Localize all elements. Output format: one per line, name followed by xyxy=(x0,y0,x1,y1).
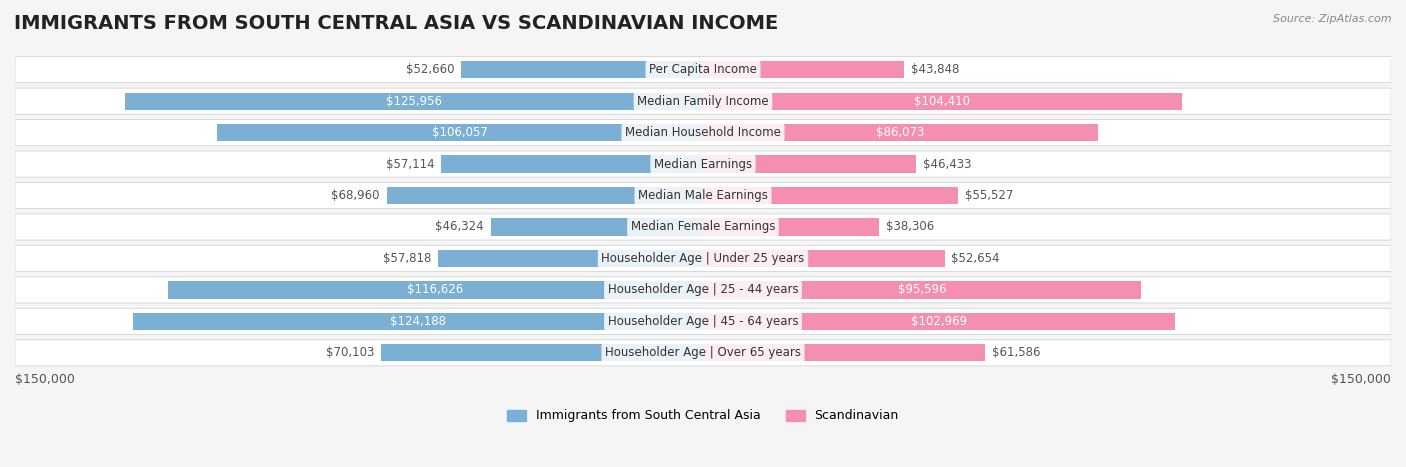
Bar xyxy=(703,156,915,173)
Text: $124,188: $124,188 xyxy=(391,315,446,328)
Text: Median Earnings: Median Earnings xyxy=(654,157,752,170)
FancyBboxPatch shape xyxy=(15,183,1391,209)
Bar xyxy=(441,156,703,173)
Bar xyxy=(703,250,945,267)
Bar xyxy=(169,281,703,298)
Text: IMMIGRANTS FROM SOUTH CENTRAL ASIA VS SCANDINAVIAN INCOME: IMMIGRANTS FROM SOUTH CENTRAL ASIA VS SC… xyxy=(14,14,779,33)
Text: $57,818: $57,818 xyxy=(382,252,430,265)
Bar xyxy=(703,61,904,78)
Text: Source: ZipAtlas.com: Source: ZipAtlas.com xyxy=(1274,14,1392,24)
Bar xyxy=(125,92,703,110)
Text: Median Household Income: Median Household Income xyxy=(626,126,780,139)
Bar xyxy=(703,124,1098,142)
Text: $86,073: $86,073 xyxy=(876,126,925,139)
Text: $46,433: $46,433 xyxy=(922,157,972,170)
Text: Median Family Income: Median Family Income xyxy=(637,95,769,108)
FancyBboxPatch shape xyxy=(15,88,1391,114)
Text: $106,057: $106,057 xyxy=(432,126,488,139)
Text: Householder Age | 45 - 64 years: Householder Age | 45 - 64 years xyxy=(607,315,799,328)
Text: $52,654: $52,654 xyxy=(952,252,1000,265)
Text: $116,626: $116,626 xyxy=(408,283,464,297)
Bar xyxy=(387,187,703,204)
Bar xyxy=(461,61,703,78)
Bar xyxy=(703,187,957,204)
Bar xyxy=(703,92,1182,110)
Text: Per Capita Income: Per Capita Income xyxy=(650,63,756,76)
Text: $102,969: $102,969 xyxy=(911,315,967,328)
Bar xyxy=(134,313,703,330)
Legend: Immigrants from South Central Asia, Scandinavian: Immigrants from South Central Asia, Scan… xyxy=(502,404,904,427)
FancyBboxPatch shape xyxy=(15,245,1391,271)
Text: Householder Age | 25 - 44 years: Householder Age | 25 - 44 years xyxy=(607,283,799,297)
FancyBboxPatch shape xyxy=(15,57,1391,83)
Text: $104,410: $104,410 xyxy=(914,95,970,108)
Bar xyxy=(437,250,703,267)
Text: $61,586: $61,586 xyxy=(993,347,1040,359)
Text: $43,848: $43,848 xyxy=(911,63,959,76)
Text: Median Male Earnings: Median Male Earnings xyxy=(638,189,768,202)
FancyBboxPatch shape xyxy=(15,340,1391,366)
FancyBboxPatch shape xyxy=(15,151,1391,177)
Text: $55,527: $55,527 xyxy=(965,189,1012,202)
Text: Householder Age | Over 65 years: Householder Age | Over 65 years xyxy=(605,347,801,359)
Text: $38,306: $38,306 xyxy=(886,220,934,234)
Text: $125,956: $125,956 xyxy=(387,95,441,108)
Bar xyxy=(491,219,703,236)
Text: $70,103: $70,103 xyxy=(326,347,374,359)
Bar xyxy=(703,313,1175,330)
Text: $150,000: $150,000 xyxy=(15,373,75,386)
Bar xyxy=(217,124,703,142)
Text: $46,324: $46,324 xyxy=(434,220,484,234)
Text: $52,660: $52,660 xyxy=(406,63,454,76)
FancyBboxPatch shape xyxy=(15,308,1391,334)
Text: $150,000: $150,000 xyxy=(1331,373,1391,386)
FancyBboxPatch shape xyxy=(15,277,1391,303)
FancyBboxPatch shape xyxy=(15,214,1391,240)
Bar xyxy=(381,344,703,361)
Bar xyxy=(703,281,1142,298)
Text: Median Female Earnings: Median Female Earnings xyxy=(631,220,775,234)
FancyBboxPatch shape xyxy=(15,120,1391,146)
Bar xyxy=(703,219,879,236)
Text: $68,960: $68,960 xyxy=(332,189,380,202)
Text: Householder Age | Under 25 years: Householder Age | Under 25 years xyxy=(602,252,804,265)
Text: $95,596: $95,596 xyxy=(898,283,946,297)
Bar xyxy=(703,344,986,361)
Text: $57,114: $57,114 xyxy=(385,157,434,170)
